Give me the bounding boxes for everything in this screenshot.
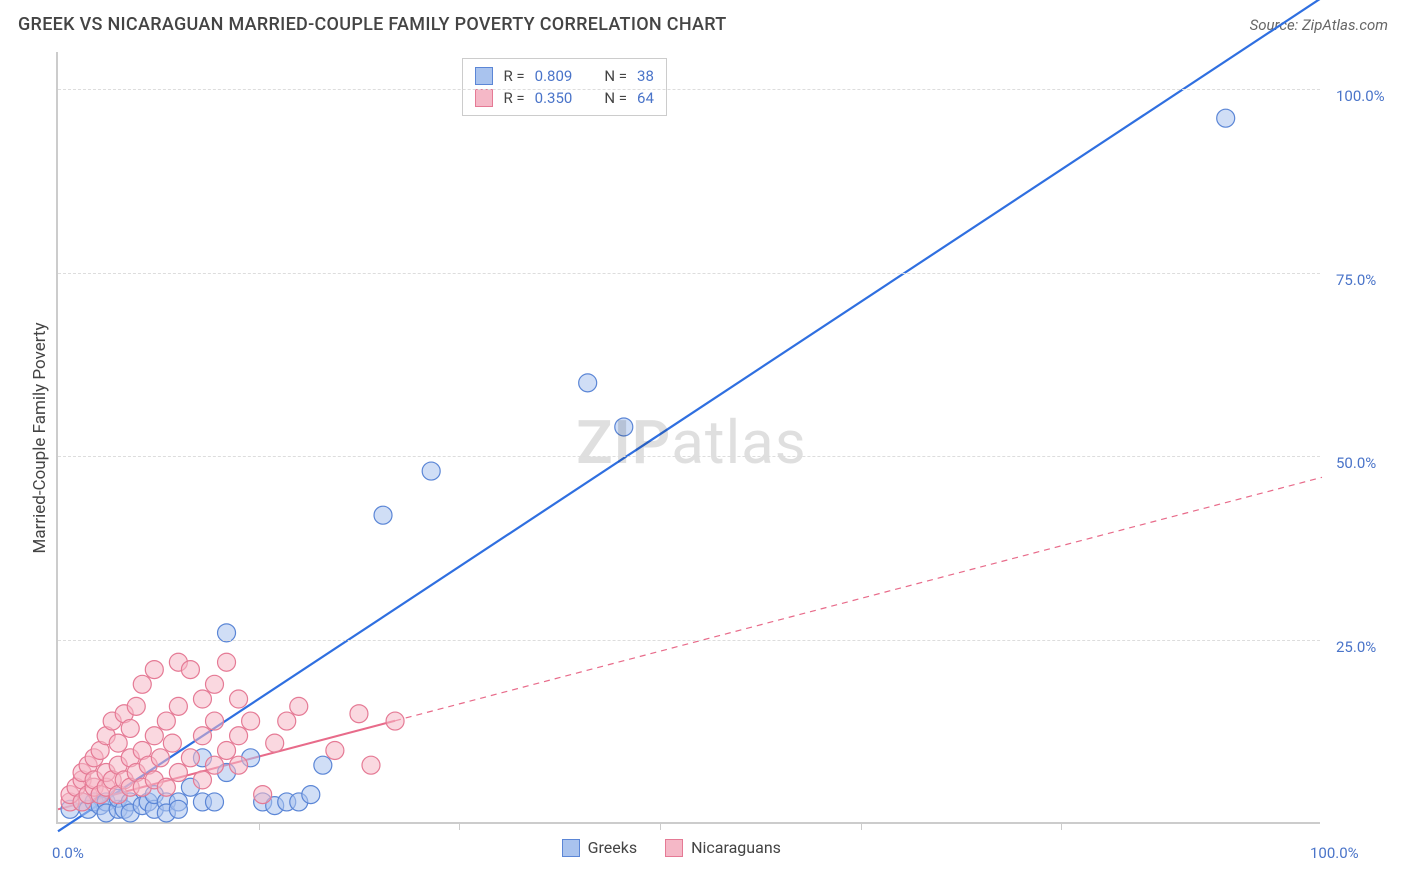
data-point — [422, 462, 440, 480]
chart-title: GREEK VS NICARAGUAN MARRIED-COUPLE FAMIL… — [18, 14, 727, 35]
data-point — [181, 661, 199, 679]
stat-r-value: 0.350 — [535, 89, 573, 107]
data-point — [109, 734, 127, 752]
data-point — [205, 675, 223, 693]
legend-swatch — [475, 67, 493, 85]
data-point — [350, 705, 368, 723]
data-point — [169, 697, 187, 715]
source-label: Source: — [1250, 16, 1302, 34]
data-point — [151, 749, 169, 767]
data-point — [230, 690, 248, 708]
data-point — [121, 719, 139, 737]
data-point — [169, 800, 187, 818]
stat-n-label: N = — [604, 89, 627, 107]
data-point — [1217, 109, 1235, 127]
stat-legend-row: R = 0.809 N = 38 — [475, 65, 653, 87]
data-point — [230, 756, 248, 774]
data-point — [205, 793, 223, 811]
x-tick — [459, 822, 460, 830]
stat-r-label: R = — [503, 67, 524, 85]
data-point — [169, 764, 187, 782]
legend-swatch — [665, 839, 683, 857]
data-point — [266, 734, 284, 752]
data-point — [133, 675, 151, 693]
x-tick — [259, 822, 260, 830]
data-point — [230, 727, 248, 745]
data-point — [314, 756, 332, 774]
series-legend-label: Nicaraguans — [691, 838, 781, 857]
legend-swatch — [475, 89, 493, 107]
x-tick — [1061, 822, 1062, 830]
data-point — [127, 697, 145, 715]
data-point — [302, 786, 320, 804]
data-point — [193, 727, 211, 745]
gridline — [58, 89, 1320, 90]
data-point — [218, 741, 236, 759]
title-bar: GREEK VS NICARAGUAN MARRIED-COUPLE FAMIL… — [18, 14, 1388, 35]
series-legend-label: Greeks — [588, 838, 638, 857]
data-point — [193, 771, 211, 789]
y-axis-label: Married-Couple Family Poverty — [30, 308, 50, 568]
x-tick — [861, 822, 862, 830]
data-point — [218, 624, 236, 642]
regression-line-extrapolated — [395, 477, 1322, 720]
stat-n-label: N = — [604, 67, 627, 85]
gridline — [58, 640, 1320, 641]
data-point — [242, 712, 260, 730]
chart-svg — [58, 52, 1322, 824]
data-point — [386, 712, 404, 730]
stat-n-value: 38 — [637, 67, 654, 85]
data-point — [218, 653, 236, 671]
data-point — [579, 374, 597, 392]
stat-n-value: 64 — [637, 89, 654, 107]
series-legend: Greeks Nicaraguans — [562, 838, 781, 857]
data-point — [374, 506, 392, 524]
data-point — [615, 418, 633, 436]
data-point — [290, 697, 308, 715]
regression-line — [58, 0, 1322, 831]
data-point — [145, 727, 163, 745]
y-tick-label: 25.0% — [1336, 638, 1376, 656]
series-legend-item: Nicaraguans — [665, 838, 781, 857]
x-tick-label-min: 0.0% — [52, 844, 84, 862]
data-point — [181, 749, 199, 767]
x-tick-label-max: 100.0% — [1310, 844, 1359, 862]
data-point — [326, 741, 344, 759]
data-point — [362, 756, 380, 774]
stat-legend: R = 0.809 N = 38 R = 0.350 N = 64 — [462, 58, 666, 116]
y-tick-label: 100.0% — [1336, 87, 1385, 105]
x-tick — [660, 822, 661, 830]
series-legend-item: Greeks — [562, 838, 638, 857]
stat-r-label: R = — [503, 89, 524, 107]
y-tick-label: 50.0% — [1336, 454, 1376, 472]
data-point — [205, 756, 223, 774]
data-point — [157, 778, 175, 796]
legend-swatch — [562, 839, 580, 857]
plot-area: ZIPatlas R = 0.809N = 38R = 0.350N = 64 … — [56, 52, 1320, 824]
data-point — [145, 661, 163, 679]
data-point — [157, 712, 175, 730]
data-point — [278, 712, 296, 730]
data-point — [254, 786, 272, 804]
stat-r-value: 0.809 — [535, 67, 573, 85]
y-tick-label: 75.0% — [1336, 271, 1376, 289]
data-point — [205, 712, 223, 730]
gridline — [58, 273, 1320, 274]
stat-legend-row: R = 0.350 N = 64 — [475, 87, 653, 109]
data-point — [163, 734, 181, 752]
gridline — [58, 456, 1320, 457]
source-value: ZipAtlas.com — [1302, 16, 1388, 34]
data-point — [193, 690, 211, 708]
